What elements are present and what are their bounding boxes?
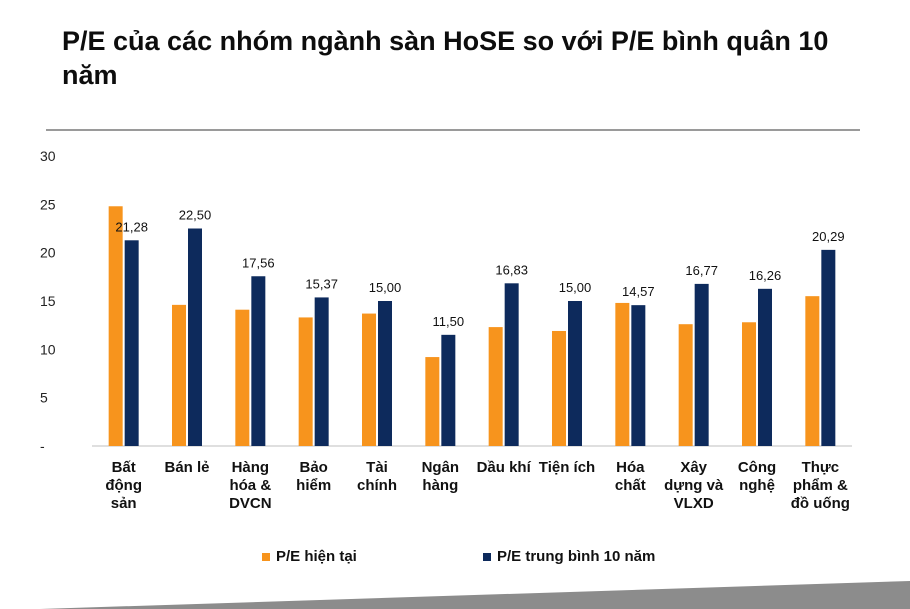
- bar-current: [552, 330, 566, 446]
- y-tick-label: 15: [40, 293, 56, 309]
- bar-avg10: [821, 249, 836, 446]
- x-category-line: hóa &: [229, 477, 271, 494]
- x-category-line: hiểm: [296, 477, 331, 494]
- data-label-avg10: 15,00: [559, 280, 592, 295]
- bar-current: [298, 317, 313, 446]
- y-tick-label: 5: [40, 390, 48, 406]
- bar-current: [425, 357, 440, 446]
- bar-avg10: [124, 240, 139, 446]
- x-category-line: Tiện ích: [539, 459, 595, 476]
- x-category-line: động: [105, 477, 142, 494]
- x-category-line: phẩm &: [793, 477, 848, 494]
- x-category-line: DVCN: [229, 495, 272, 512]
- y-tick-label: 20: [40, 245, 56, 261]
- x-category-line: VLXD: [674, 495, 714, 512]
- x-category-label: Tiện ích: [539, 459, 595, 476]
- bar-avg10: [441, 334, 456, 446]
- y-tick-label: 10: [40, 341, 56, 357]
- data-label-avg10: 20,29: [812, 229, 845, 244]
- bar-current: [362, 313, 376, 446]
- bar-avg10: [251, 276, 266, 446]
- bar-avg10: [694, 283, 709, 446]
- x-category-label: Dầu khí: [477, 459, 532, 476]
- bar-avg10: [758, 288, 772, 446]
- legend-label-current: P/E hiện tại: [276, 548, 357, 565]
- data-label-avg10: 15,00: [369, 280, 402, 295]
- y-tick-label: 25: [40, 196, 56, 212]
- data-label-avg10: 17,56: [242, 255, 275, 270]
- x-category-line: Bảo: [299, 459, 327, 476]
- x-category-label: Bất động sản: [105, 459, 142, 512]
- legend-swatch-current: [262, 552, 270, 561]
- bar-avg10: [504, 283, 519, 446]
- x-category-line: Ngân: [422, 459, 460, 476]
- x-category-line: đồ uống: [791, 495, 850, 512]
- x-category-line: Bán lẻ: [164, 459, 209, 476]
- bar-avg10: [631, 305, 646, 446]
- bar-current: [108, 206, 123, 446]
- x-category-line: sản: [111, 495, 137, 512]
- bar-current: [235, 309, 250, 446]
- x-category-line: chất: [615, 477, 646, 494]
- x-category-line: Dầu khí: [477, 459, 532, 476]
- bar-avg10: [378, 301, 392, 446]
- bar-avg10: [568, 301, 582, 446]
- chart-title: P/E của các nhóm ngành sàn HoSE so với P…: [62, 26, 829, 90]
- data-label-avg10: 16,26: [749, 268, 782, 283]
- legend-item-current: P/E hiện tại: [262, 548, 357, 565]
- legend-label-avg10: P/E trung bình 10 năm: [497, 548, 656, 565]
- x-category-line: hàng: [422, 477, 458, 494]
- data-label-avg10: 11,50: [433, 314, 465, 329]
- x-category-line: Xây: [680, 459, 707, 476]
- bar-current: [615, 302, 630, 446]
- data-label-avg10: 14,57: [622, 284, 655, 299]
- x-category-label: Ngân hàng: [422, 459, 460, 494]
- bar-avg10: [188, 228, 202, 446]
- x-category-label: Xây dựng và VLXD: [664, 459, 724, 512]
- x-category-label: Hóa chất: [615, 459, 646, 494]
- y-tick-label: -: [40, 438, 45, 454]
- x-category-line: chính: [357, 477, 397, 494]
- x-category-label: Bán lẻ: [164, 459, 209, 476]
- bar-current: [172, 304, 186, 446]
- bar-current: [805, 296, 820, 446]
- bar-current: [488, 327, 503, 446]
- x-category-line: Hóa: [616, 459, 645, 476]
- legend-swatch-avg10: [483, 552, 491, 561]
- x-category-label: Hàng hóa & DVCN: [229, 459, 272, 512]
- data-label-avg10: 16,83: [495, 262, 528, 277]
- title-divider: [46, 129, 860, 131]
- x-category-line: Hàng: [232, 459, 270, 476]
- x-category-line: Bất: [112, 459, 136, 476]
- x-category-line: Tài: [366, 459, 388, 476]
- x-category-label: Thực phẩm & đồ uống: [791, 459, 850, 512]
- x-category-label: Bảo hiểm: [296, 459, 331, 494]
- x-category-line: Công: [738, 459, 776, 476]
- x-category-line: Thực: [802, 459, 840, 476]
- bar-avg10: [314, 297, 329, 446]
- data-label-avg10: 15,37: [305, 276, 338, 291]
- data-label-avg10: 22,50: [179, 208, 212, 223]
- x-category-line: dựng và: [664, 477, 724, 494]
- data-label-avg10: 16,77: [685, 263, 718, 278]
- legend-item-avg10: P/E trung bình 10 năm: [483, 548, 655, 565]
- x-category-line: nghệ: [739, 477, 775, 494]
- data-label-avg10: 21,28: [115, 219, 148, 234]
- x-category-label: Tài chính: [357, 459, 397, 494]
- y-tick-label: 30: [40, 148, 56, 164]
- bar-current: [742, 322, 756, 446]
- x-category-label: Công nghệ: [738, 459, 776, 494]
- bar-current: [678, 324, 693, 446]
